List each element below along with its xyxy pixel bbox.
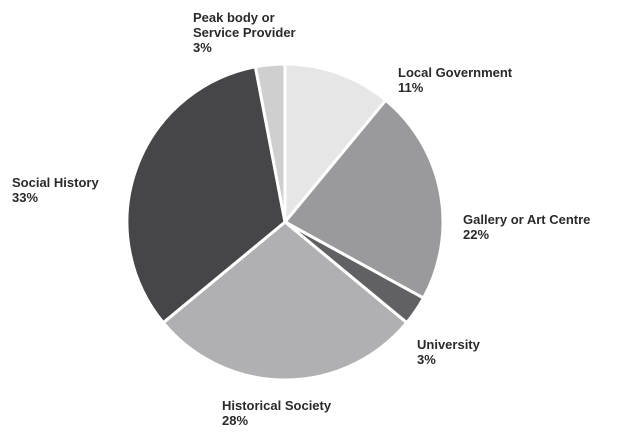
slice-label: Historical Society 28% [222, 398, 372, 428]
pie-slice [161, 220, 409, 382]
value-label: 22% [463, 227, 490, 242]
slice-label: Local Government 11% [398, 65, 558, 95]
value-label: 28% [222, 413, 249, 428]
pie-slice [283, 98, 445, 300]
pie-slice [125, 65, 287, 325]
slice-label: Gallery or Art Centre 22% [463, 212, 613, 242]
pie-slice [283, 62, 388, 224]
slice-label: Social History 33% [12, 175, 132, 205]
category-label: Social History [12, 175, 99, 190]
category-label: University [417, 337, 480, 352]
value-label: 33% [12, 190, 39, 205]
pie-slice [253, 62, 287, 224]
slice-label: Peak body or Service Provider 3% [193, 10, 318, 55]
value-label: 11% [398, 80, 424, 95]
value-label: 3% [417, 352, 436, 367]
category-label: Peak body or Service Provider [193, 10, 296, 40]
category-label: Historical Society [222, 398, 332, 413]
category-label: Local Government [398, 65, 513, 80]
category-label: Gallery or Art Centre [463, 212, 591, 227]
slice-label: University 3% [417, 337, 537, 367]
value-label: 3% [193, 40, 212, 55]
